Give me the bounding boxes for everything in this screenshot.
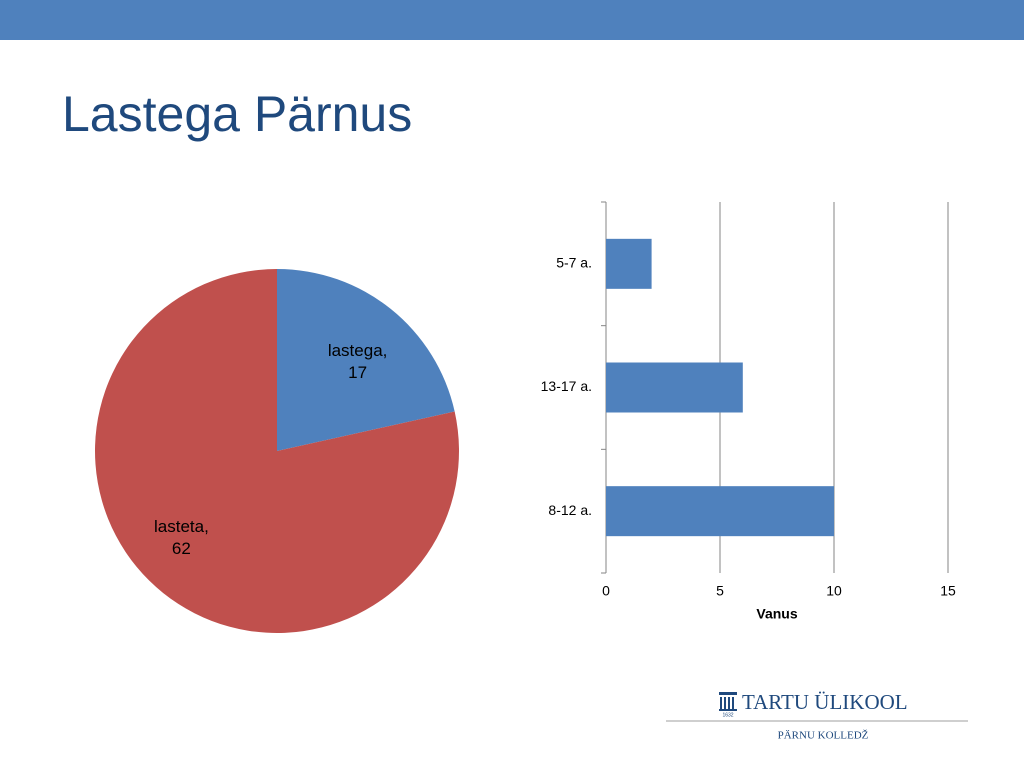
logo: 1632 TARTU ÜLIKOOL PÄRNU KOLLEDŽ (666, 690, 968, 742)
logo-name: TARTU ÜLIKOOL (742, 690, 908, 714)
x-axis-label: Vanus (756, 606, 797, 622)
y-tick-label: 8-12 a. (548, 502, 592, 518)
x-tick-label: 0 (602, 583, 610, 599)
logo-icon (719, 692, 737, 711)
data-label: lastega, 17 (328, 341, 388, 382)
logo-year: 1632 (722, 712, 733, 718)
header-bar (0, 0, 1024, 40)
y-tick-label: 13-17 a. (541, 378, 592, 394)
data-label: lasteta, 62 (154, 518, 209, 559)
pie-slice (277, 269, 455, 451)
x-tick-label: 15 (940, 583, 956, 599)
y-tick-label: 5-7 a. (556, 255, 592, 271)
bar (606, 362, 743, 413)
pie-slice (95, 269, 460, 633)
x-tick-label: 10 (826, 583, 842, 599)
bar (606, 486, 834, 537)
logo-unit: PÄRNU KOLLEDŽ (778, 730, 869, 742)
slide-title: Lastega Pärnus (62, 86, 412, 142)
x-tick-label: 5 (716, 583, 724, 599)
bar (606, 238, 652, 289)
